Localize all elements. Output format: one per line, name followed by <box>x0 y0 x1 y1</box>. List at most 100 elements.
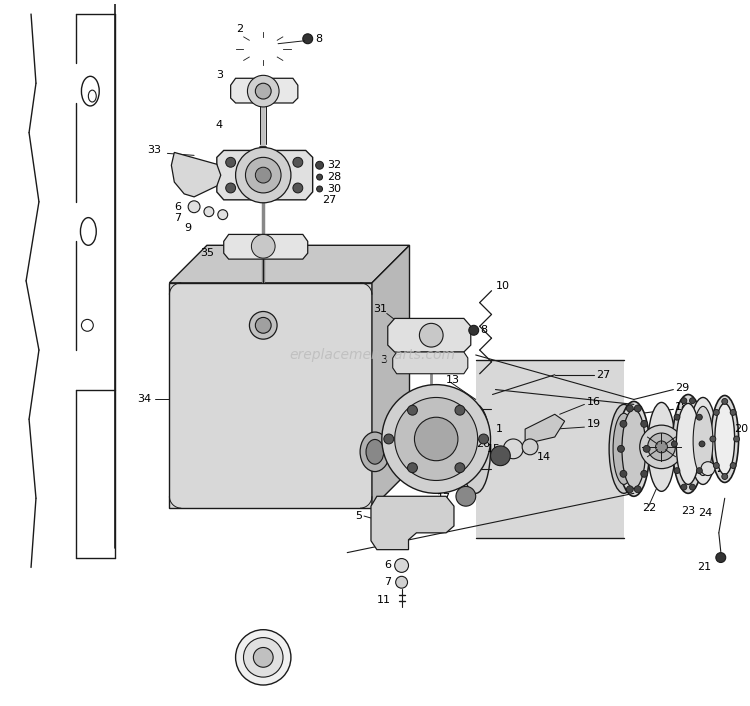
Ellipse shape <box>648 402 675 491</box>
Ellipse shape <box>689 397 717 484</box>
Ellipse shape <box>672 395 704 493</box>
Circle shape <box>248 76 279 107</box>
Circle shape <box>293 183 303 193</box>
Polygon shape <box>170 245 410 283</box>
Ellipse shape <box>622 409 646 489</box>
Circle shape <box>503 439 524 459</box>
Circle shape <box>713 409 719 415</box>
Text: 32: 32 <box>328 160 341 170</box>
Circle shape <box>701 462 715 476</box>
Circle shape <box>620 470 627 477</box>
Circle shape <box>254 647 273 667</box>
Text: 2: 2 <box>236 24 244 34</box>
Circle shape <box>713 462 719 469</box>
Ellipse shape <box>711 395 739 482</box>
Ellipse shape <box>255 318 272 333</box>
Circle shape <box>689 484 695 490</box>
Text: 19: 19 <box>586 419 601 429</box>
Text: 23: 23 <box>681 506 695 516</box>
Text: 14: 14 <box>537 452 551 462</box>
Text: 11: 11 <box>376 595 391 605</box>
Polygon shape <box>388 318 471 352</box>
Circle shape <box>710 436 716 442</box>
Circle shape <box>316 161 323 169</box>
Text: 31: 31 <box>373 304 387 313</box>
Text: 6: 6 <box>174 202 182 212</box>
Polygon shape <box>217 150 313 200</box>
Circle shape <box>188 201 200 213</box>
Circle shape <box>640 425 683 469</box>
Polygon shape <box>231 78 298 103</box>
Polygon shape <box>525 414 565 444</box>
Circle shape <box>394 558 409 573</box>
Circle shape <box>226 183 236 193</box>
Circle shape <box>415 417 458 461</box>
Circle shape <box>382 385 490 493</box>
Ellipse shape <box>461 405 490 493</box>
Text: 15: 15 <box>487 444 500 454</box>
Text: 25: 25 <box>716 464 730 474</box>
Circle shape <box>644 445 650 453</box>
Ellipse shape <box>250 311 277 339</box>
Circle shape <box>245 157 281 193</box>
Circle shape <box>674 414 680 420</box>
Text: 24: 24 <box>698 508 712 518</box>
Text: 33: 33 <box>148 145 161 155</box>
Circle shape <box>469 325 478 335</box>
Text: 4: 4 <box>215 120 223 130</box>
Circle shape <box>316 186 322 192</box>
Text: 8: 8 <box>316 34 322 44</box>
Text: 21: 21 <box>697 563 711 573</box>
Circle shape <box>681 397 687 404</box>
Circle shape <box>455 463 465 472</box>
Text: 6: 6 <box>385 561 392 570</box>
Text: 17: 17 <box>437 493 451 503</box>
Text: 27: 27 <box>322 195 337 205</box>
Polygon shape <box>371 496 454 550</box>
Text: 9: 9 <box>184 222 191 232</box>
Circle shape <box>640 470 648 477</box>
Text: 26: 26 <box>476 439 490 449</box>
Circle shape <box>293 157 303 167</box>
Circle shape <box>697 414 702 420</box>
Circle shape <box>407 463 418 472</box>
Circle shape <box>671 441 677 447</box>
Text: 13: 13 <box>446 375 460 385</box>
Circle shape <box>255 167 272 183</box>
Circle shape <box>640 420 648 427</box>
Text: 28: 28 <box>328 172 342 182</box>
Polygon shape <box>170 283 372 508</box>
Text: 7: 7 <box>174 213 182 222</box>
Circle shape <box>244 638 283 677</box>
Ellipse shape <box>613 413 634 484</box>
Text: 3: 3 <box>216 71 223 80</box>
Text: 27: 27 <box>596 370 610 380</box>
Circle shape <box>204 207 214 217</box>
Text: 30: 30 <box>328 184 341 194</box>
Ellipse shape <box>618 402 650 496</box>
Circle shape <box>396 576 407 588</box>
Text: 3: 3 <box>380 355 387 365</box>
Text: 35: 35 <box>200 249 214 258</box>
Ellipse shape <box>693 407 713 476</box>
Circle shape <box>316 174 322 180</box>
Text: 5: 5 <box>355 511 362 521</box>
Circle shape <box>722 474 728 479</box>
Circle shape <box>656 441 668 453</box>
Text: 8: 8 <box>481 325 488 335</box>
Circle shape <box>648 433 675 461</box>
Polygon shape <box>393 352 468 373</box>
Text: 12: 12 <box>387 454 401 464</box>
Ellipse shape <box>360 432 390 472</box>
Text: 18: 18 <box>675 402 689 412</box>
Circle shape <box>634 486 641 493</box>
Text: 1: 1 <box>496 424 502 434</box>
Circle shape <box>384 434 394 444</box>
Text: 20: 20 <box>734 424 748 434</box>
Text: ereplacementparts.com: ereplacementparts.com <box>289 348 455 362</box>
Text: 16: 16 <box>586 397 601 407</box>
Circle shape <box>617 445 625 453</box>
Ellipse shape <box>676 403 700 484</box>
Circle shape <box>620 420 627 427</box>
Circle shape <box>634 405 641 412</box>
